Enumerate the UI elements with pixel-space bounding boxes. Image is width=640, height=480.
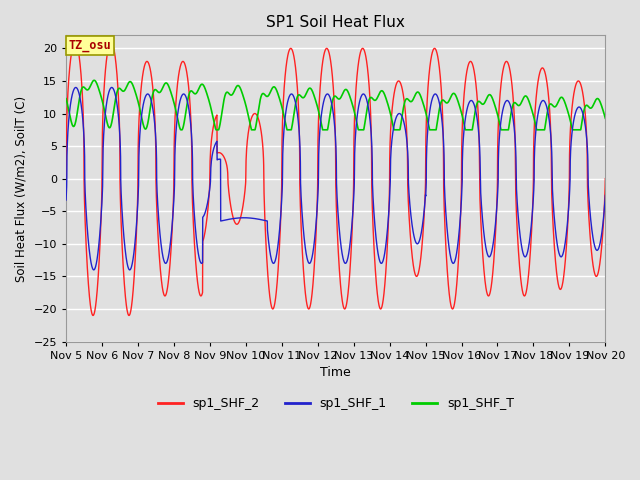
Title: SP1 Soil Heat Flux: SP1 Soil Heat Flux (266, 15, 405, 30)
Y-axis label: Soil Heat Flux (W/m2), SoilT (C): Soil Heat Flux (W/m2), SoilT (C) (15, 96, 28, 281)
Legend: sp1_SHF_2, sp1_SHF_1, sp1_SHF_T: sp1_SHF_2, sp1_SHF_1, sp1_SHF_T (152, 392, 519, 415)
Text: TZ_osu: TZ_osu (68, 39, 111, 52)
X-axis label: Time: Time (321, 366, 351, 379)
